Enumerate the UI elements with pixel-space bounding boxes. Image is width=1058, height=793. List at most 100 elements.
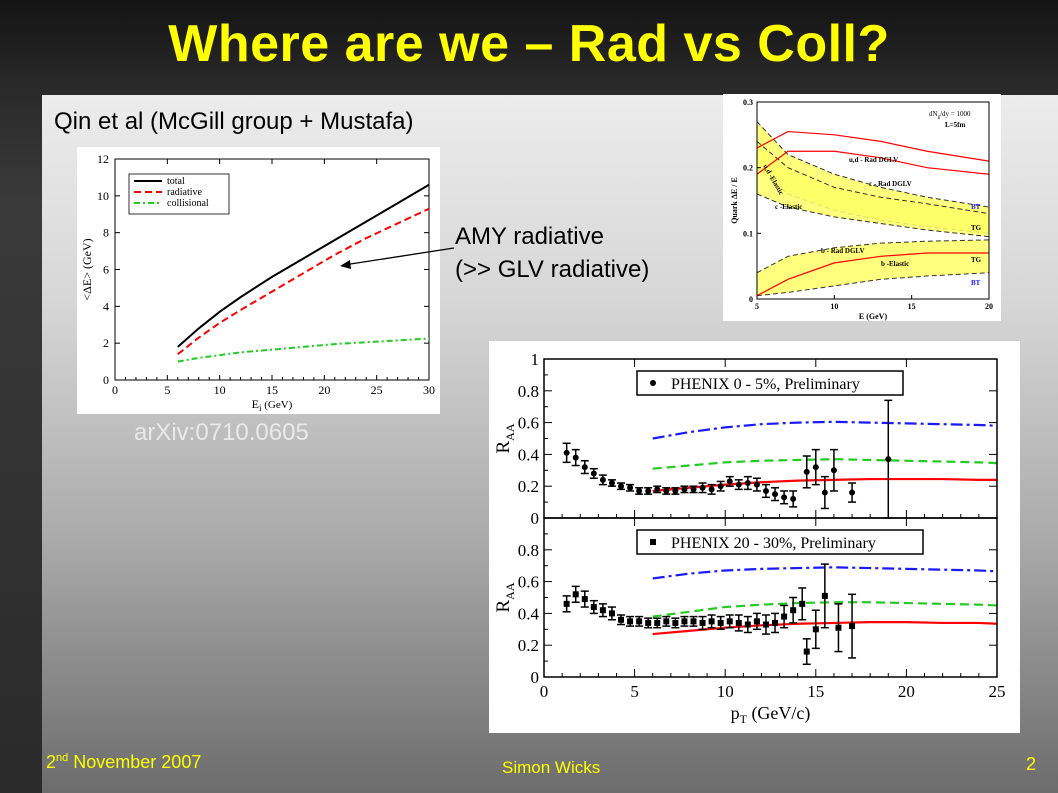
x-tick-label: 0 — [540, 682, 549, 701]
b-elastic-band-edge — [756, 239, 990, 274]
raa-chart: 0 0.2 0.4 0.6 0.8 1 RAA PHENIX 0 - 5%, Prelimin… — [493, 350, 1006, 726]
bottom-data-point — [590, 604, 597, 611]
top-data-point — [708, 486, 715, 493]
curve-label: b -Elastic — [881, 260, 909, 268]
series-total-line — [177, 183, 430, 348]
x-tick-label: 25 — [989, 682, 1006, 701]
bottom-curve-green — [652, 601, 998, 618]
x-tick-label: 10 — [830, 302, 838, 311]
curve-label: TG — [971, 224, 982, 232]
top-y-tick-label: 0 — [531, 509, 540, 528]
bottom-curve-blue — [652, 566, 998, 580]
curve-label: c -Elastic — [775, 203, 802, 211]
bottom-data-point — [645, 619, 652, 626]
x-tick-label: 5 — [164, 383, 170, 397]
bottom-data-point — [690, 618, 697, 625]
c-elastic-band-edge — [756, 141, 990, 215]
x-tick-label: 15 — [908, 302, 916, 311]
x-axis-label: Ei (GeV) — [252, 397, 293, 413]
energy-loss-plot: 0 5 10 15 20 25 30 0 2 4 6 8 10 12 Ei (GeV) <ΔE> (GeV) t… — [77, 147, 440, 414]
top-curve-green — [652, 458, 998, 470]
bottom-data-point — [753, 618, 760, 625]
top-data-point — [636, 487, 643, 494]
b-elastic-band — [757, 239, 989, 296]
bottom-data-point — [790, 607, 797, 614]
top-y-tick-label: 0.8 — [518, 382, 539, 401]
footer-author: Simon Wicks — [502, 758, 601, 777]
y-tick-label: 0 — [749, 295, 753, 304]
y-axis-label: Quark ΔE / E — [730, 177, 739, 224]
top-data-point — [663, 487, 670, 494]
bottom-y-tick-label: 0.4 — [518, 604, 540, 623]
bottom-data-point — [762, 621, 769, 628]
bottom-data-point — [781, 613, 788, 620]
y-tick-label: 8 — [103, 226, 109, 240]
bottom-data-point — [708, 618, 715, 625]
top-data-point — [762, 487, 769, 494]
x-tick-label: 15 — [266, 383, 278, 397]
top-data-point — [618, 483, 625, 490]
curve-label: u,d - Rad DGLV — [849, 156, 898, 164]
series-collisional-line — [177, 337, 430, 363]
bottom-y-tick-label: 0 — [531, 668, 540, 687]
bottom-data-point — [799, 600, 806, 607]
x-tick-label: 15 — [807, 682, 824, 701]
curve-label: BT — [971, 203, 981, 211]
b-elastic-band-edge — [756, 272, 990, 297]
x-tick-label: 10 — [717, 682, 734, 701]
rad-curve — [756, 130, 990, 162]
x-tick-label: 20 — [318, 383, 330, 397]
top-data-point — [563, 449, 570, 456]
bottom-data-point — [803, 648, 810, 655]
top-legend-label: PHENIX 0 - 5%, Preliminary — [671, 376, 860, 393]
curve-label: BT — [971, 279, 981, 287]
amy-annotation: AMY radiative (>> GLV radiative) — [455, 220, 649, 286]
top-data-point — [699, 484, 706, 491]
top-data-point — [599, 476, 606, 483]
c-elastic-band — [757, 141, 989, 237]
rad-curve — [756, 150, 990, 175]
x-tick-label: 5 — [755, 302, 759, 311]
legend-label-total: total — [167, 176, 185, 187]
bottom-data-point — [726, 618, 733, 625]
y-tick-label: 0.3 — [743, 98, 753, 107]
top-data-point — [753, 481, 760, 488]
c-elastic-band-edge — [756, 193, 990, 238]
annotation-dndy: dNg/dy = 1000 — [929, 110, 971, 120]
top-data-point — [735, 481, 742, 488]
x-tick-label: 30 — [423, 383, 435, 397]
series-radiative-line — [177, 207, 430, 356]
annotation-line-1: AMY radiative — [455, 223, 604, 250]
bottom-y-tick-label: 0.2 — [518, 636, 539, 655]
top-legend-marker — [650, 380, 656, 386]
y-tick-label: 0.2 — [743, 164, 753, 173]
footer-date: 2nd November 2007 — [46, 752, 202, 772]
legend-label-collisional: collisional — [167, 198, 209, 209]
bottom-data-point — [812, 626, 819, 633]
ud-elastic-band-edge — [756, 121, 990, 208]
top-data-point — [681, 486, 688, 493]
bottom-data-point — [717, 619, 724, 626]
bottom-data-point — [654, 619, 661, 626]
curve-label: b - Rad DGLV — [821, 247, 865, 255]
top-data-point — [627, 484, 634, 491]
bottom-data-point — [681, 618, 688, 625]
bottom-data-point — [735, 619, 742, 626]
top-data-point — [717, 483, 724, 490]
bottom-legend-label: PHENIX 20 - 30%, Preliminary — [671, 535, 876, 552]
top-data-point — [772, 491, 779, 498]
top-y-tick-label: 1 — [531, 350, 540, 369]
x-tick-label: 10 — [214, 383, 226, 397]
page-number: 2 — [1026, 754, 1037, 774]
bottom-data-point — [581, 596, 588, 603]
energy-loss-chart: 0 5 10 15 20 25 30 0 2 4 6 8 10 12 Ei (GeV) <ΔE> (GeV) t… — [80, 152, 435, 413]
slide-title: Where are we – Rad vs Coll? — [168, 15, 890, 73]
top-data-point — [744, 480, 751, 487]
legend-label-radiative: radiative — [167, 187, 203, 198]
bottom-legend-box — [636, 529, 924, 555]
top-data-point — [654, 486, 661, 493]
bottom-legend-marker — [650, 539, 656, 545]
x-tick-label: 25 — [371, 383, 383, 397]
top-data-point — [672, 487, 679, 494]
dglv-chart: 5 10 15 20 0 0.1 0.2 0.3 E (GeV) Quark ΔE / E dNg/… — [730, 98, 993, 321]
